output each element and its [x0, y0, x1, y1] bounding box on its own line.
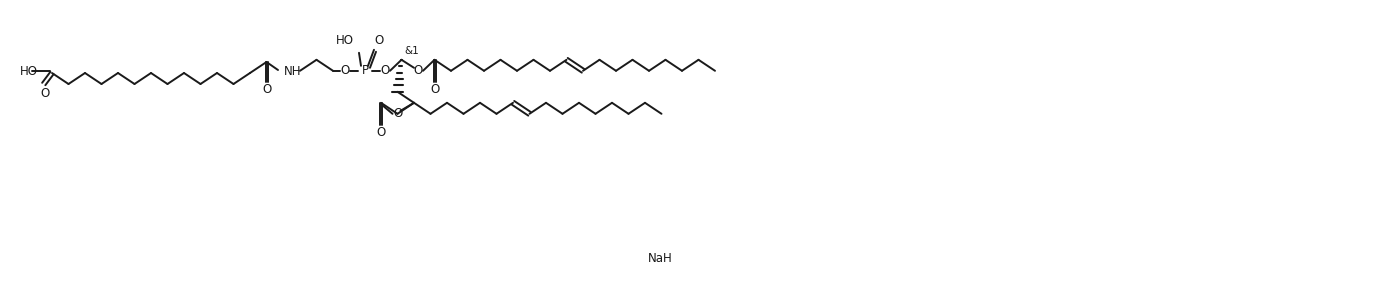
Text: &1: &1	[404, 46, 419, 56]
Text: O: O	[374, 34, 383, 47]
Text: O: O	[393, 107, 403, 120]
Text: O: O	[430, 83, 439, 96]
Text: NH: NH	[284, 65, 302, 78]
Text: O: O	[414, 64, 422, 77]
Text: HO: HO	[336, 34, 354, 47]
Text: O: O	[376, 126, 386, 139]
Text: O: O	[341, 64, 350, 77]
Text: O: O	[381, 64, 390, 77]
Text: O: O	[40, 86, 50, 99]
Text: HO: HO	[21, 64, 39, 78]
Text: P: P	[361, 64, 368, 77]
Text: NaH: NaH	[648, 253, 673, 265]
Text: O: O	[262, 83, 272, 96]
